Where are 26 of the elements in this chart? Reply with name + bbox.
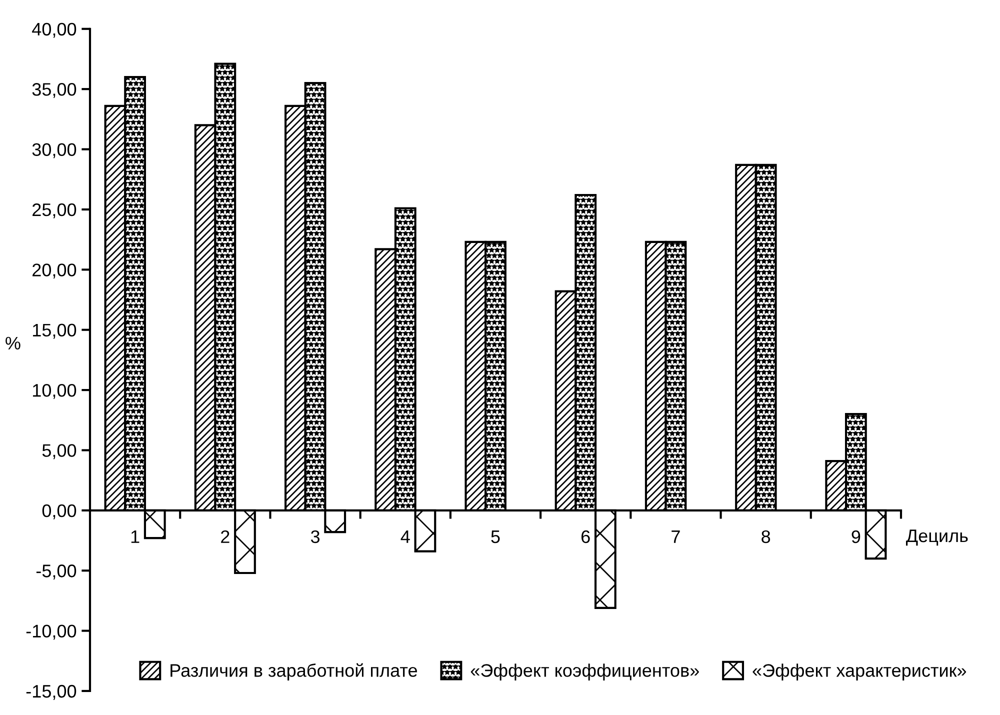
legend-label: «Эффект коэффициентов»: [470, 664, 699, 680]
y-tick-label: 30,00: [32, 143, 76, 158]
y-tick-label: 20,00: [32, 264, 76, 278]
legend-label: «Эффект характеристик»: [752, 664, 966, 680]
y-tick-label: -15,00: [26, 684, 76, 700]
x-tick-label: 6: [582, 530, 590, 544]
x-tick-label: 9: [852, 530, 860, 544]
x-tick-label: 8: [762, 530, 770, 544]
x-tick-label: 4: [400, 530, 410, 543]
y-tick-label: 40,00: [32, 22, 76, 38]
y-tick-label: 15,00: [33, 324, 76, 339]
y-tick-label: 5,00: [42, 444, 76, 460]
y-tick-label: 35,00: [32, 83, 76, 98]
x-tick-label: 2: [221, 530, 230, 543]
y-tick-label: 10,00: [33, 384, 76, 399]
legend-label: Различия в заработной плате: [170, 663, 418, 680]
x-tick-label: 5: [491, 530, 500, 544]
x-tick-label: 1: [131, 530, 140, 543]
y-axis-title: %: [6, 336, 20, 350]
y-tick-label: 0,00: [42, 504, 76, 520]
y-tick-label: -5,00: [36, 564, 76, 580]
x-tick-label: 7: [672, 530, 680, 543]
y-tick-label: -10,00: [26, 624, 76, 640]
x-axis-title: Дециль: [906, 530, 968, 546]
x-tick-label: 3: [310, 530, 320, 544]
y-tick-label: 25,00: [32, 203, 76, 218]
